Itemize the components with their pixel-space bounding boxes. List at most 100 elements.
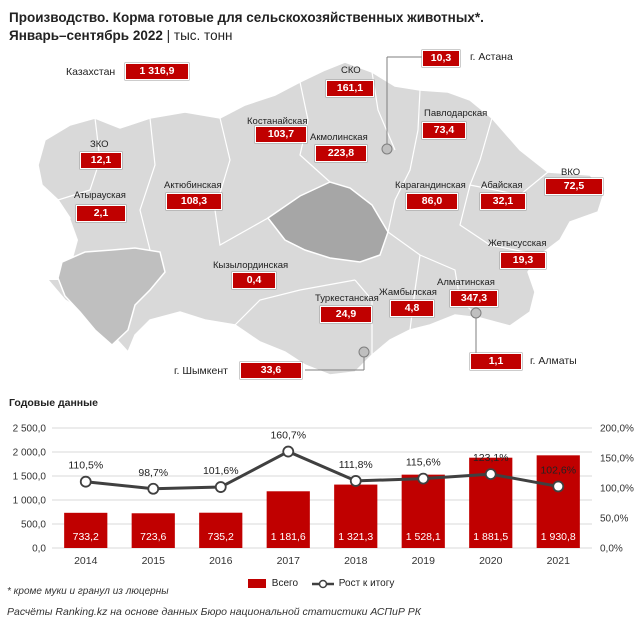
- region-label-kostanay: Костанайская: [247, 116, 308, 127]
- legend-label-bars: Всего: [271, 578, 299, 589]
- growth-point: [79, 475, 92, 488]
- bar: [199, 512, 243, 548]
- region-value-akmola: 223,8: [315, 145, 367, 162]
- region-label-pavlodar: Павлодарская: [424, 108, 488, 119]
- astana-marker: [381, 143, 393, 155]
- region-value-kostanay: 103,7: [255, 126, 307, 143]
- annual-section-title: Годовые данные: [9, 397, 98, 409]
- growth-point: [417, 472, 430, 485]
- region-value-vko: 72,5: [545, 178, 603, 195]
- growth-point: [282, 445, 295, 458]
- y-left-tick-label: 0,0: [32, 544, 46, 555]
- region-value-turkestan: 24,9: [320, 306, 372, 323]
- region-value-atyrau: 2,1: [76, 205, 126, 222]
- growth-point: [552, 480, 565, 493]
- region-label-almaty-region: Алматинская: [437, 277, 495, 288]
- chart-title: Производство. Корма готовые для сельскох…: [9, 10, 484, 25]
- region-value-aktobe: 108,3: [166, 193, 222, 210]
- city-label-almaty: г. Алматы: [530, 355, 577, 367]
- region-label-zhetysu: Жетысусская: [488, 238, 547, 249]
- region-value-abay: 32,1: [480, 193, 526, 210]
- legend-item-line: Рост к итогу: [312, 578, 394, 589]
- bar: [536, 455, 580, 548]
- growth-point: [484, 468, 497, 481]
- region-label-zko: ЗКО: [90, 139, 109, 150]
- y-right-tick-label: 50,0%: [600, 514, 628, 525]
- growth-line: [85, 449, 559, 491]
- region-value-pavlodar: 73,4: [422, 122, 466, 139]
- map-aral-region: [57, 247, 166, 347]
- total-value: 1 316,9: [125, 63, 189, 80]
- x-tick-label: 2021: [547, 555, 571, 567]
- region-label-sko: СКО: [341, 65, 361, 76]
- bar-value-label: 723,6: [140, 531, 166, 543]
- city-value-astana: 10,3: [422, 50, 460, 67]
- y-left-tick-label: 1 500,0: [13, 472, 47, 483]
- growth-label: 115,6%: [406, 457, 441, 469]
- y-left-tick-label: 500,0: [21, 520, 46, 531]
- almaty-marker: [470, 307, 482, 319]
- x-tick-label: 2018: [344, 555, 368, 567]
- region-value-zko: 12,1: [80, 152, 122, 169]
- legend-item-bars: Всего: [248, 578, 298, 589]
- bar-value-label: 735,2: [208, 531, 234, 543]
- bar-value-label: 1 181,6: [271, 531, 306, 543]
- bar: [401, 474, 445, 548]
- x-tick-label: 2020: [479, 555, 503, 567]
- chart-subtitle: Январь–сентябрь 2022 | тыс. тонн: [9, 27, 233, 45]
- bar-value-label: 1 528,1: [406, 531, 441, 543]
- shymkent-marker: [358, 346, 370, 358]
- region-label-zhambyl: Жамбылская: [379, 287, 437, 298]
- region-value-almaty-region: 347,3: [450, 290, 498, 307]
- region-label-atyrau: Атырауская: [74, 190, 126, 201]
- growth-label: 98,7%: [138, 467, 168, 479]
- source-note: Расчёты Ranking.kz на основе данных Бюро…: [7, 606, 421, 618]
- y-right-tick-label: 200,0%: [600, 424, 634, 435]
- legend-swatch-bars: [248, 579, 266, 588]
- x-tick-label: 2015: [142, 555, 166, 567]
- growth-point: [147, 482, 160, 495]
- region-value-zhambyl: 4,8: [390, 300, 434, 317]
- y-right-tick-label: 0,0%: [600, 544, 623, 555]
- region-value-karaganda: 86,0: [406, 193, 458, 210]
- growth-point: [214, 481, 227, 493]
- x-tick-label: 2017: [277, 555, 301, 567]
- bar: [64, 512, 108, 548]
- city-label-astana: г. Астана: [470, 51, 513, 63]
- bar-value-label: 733,2: [73, 531, 99, 543]
- city-label-shymkent: г. Шымкент: [174, 365, 228, 377]
- bar-value-label: 1 321,3: [338, 531, 373, 543]
- region-value-zhetysu: 19,3: [500, 252, 546, 269]
- region-label-karaganda: Карагандинская: [395, 180, 466, 191]
- y-right-tick-label: 150,0%: [600, 454, 634, 465]
- region-value-kyzylorda: 0,4: [232, 272, 276, 289]
- region-label-akmola: Акмолинская: [310, 132, 368, 143]
- bar-value-label: 1 930,8: [541, 531, 576, 543]
- region-label-vko: ВКО: [561, 167, 581, 178]
- growth-label: 123,1%: [473, 452, 509, 464]
- y-left-tick-label: 2 000,0: [13, 448, 47, 459]
- growth-label: 160,7%: [270, 430, 306, 442]
- y-right-tick-label: 100,0%: [600, 484, 634, 495]
- y-left-tick-label: 2 500,0: [13, 424, 47, 435]
- region-label-abay: Абайская: [481, 180, 523, 191]
- footnote: * кроме муки и гранул из люцерны: [7, 586, 169, 597]
- region-value-sko: 161,1: [326, 80, 374, 97]
- annual-chart: 0,0 500,0 1 000,0 1 500,0 2 000,0 2 500,0 0,0%…: [13, 424, 634, 568]
- growth-label: 102,6%: [540, 464, 576, 476]
- legend-swatch-line: [312, 579, 334, 588]
- unit-label: тыс. тонн: [173, 28, 233, 43]
- bar: [266, 491, 310, 548]
- legend-label-line: Рост к итогу: [338, 578, 395, 589]
- map-central-region: [266, 181, 389, 263]
- growth-label: 101,6%: [203, 465, 239, 477]
- city-value-almaty: 1,1: [470, 353, 522, 370]
- x-tick-label: 2014: [74, 555, 98, 567]
- growth-label: 110,5%: [68, 460, 103, 472]
- growth-point: [349, 475, 362, 487]
- y-left-tick-label: 1 000,0: [13, 496, 47, 507]
- separator: |: [166, 28, 171, 43]
- bar: [334, 484, 378, 548]
- region-label-turkestan: Туркестанская: [315, 293, 379, 304]
- x-tick-label: 2016: [209, 555, 233, 567]
